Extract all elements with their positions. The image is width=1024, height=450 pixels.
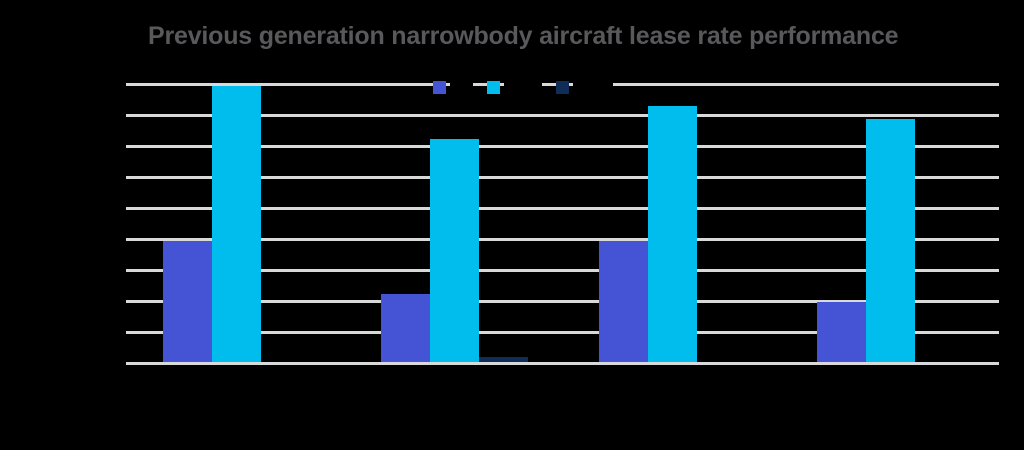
bar-series2-group2 bbox=[430, 138, 479, 362]
legend-label-series-3 bbox=[573, 81, 613, 94]
bar-series1-group2 bbox=[381, 293, 430, 362]
gridline bbox=[126, 114, 999, 117]
legend-label-series-1 bbox=[450, 81, 473, 94]
legend-swatch-series-1 bbox=[433, 81, 446, 94]
chart-title: Previous generation narrowbody aircraft … bbox=[148, 22, 899, 50]
gridline bbox=[126, 238, 999, 241]
legend-item-2 bbox=[487, 81, 542, 94]
bar-series3-group2 bbox=[479, 357, 528, 362]
plot-area bbox=[126, 83, 999, 365]
gridline bbox=[126, 362, 999, 365]
legend-label-series-2 bbox=[504, 81, 542, 94]
gridline bbox=[126, 176, 999, 179]
legend-swatch-series-3 bbox=[556, 81, 569, 94]
bar-series1-group4 bbox=[817, 301, 866, 362]
legend-item-1 bbox=[433, 81, 473, 94]
gridline bbox=[126, 145, 999, 148]
gridline bbox=[126, 269, 999, 272]
bar-series2-group1 bbox=[212, 86, 261, 362]
bar-series1-group1 bbox=[163, 241, 212, 362]
legend-item-3 bbox=[556, 81, 613, 94]
legend bbox=[433, 81, 613, 94]
gridline bbox=[126, 207, 999, 210]
gridline bbox=[126, 300, 999, 303]
bar-series2-group3 bbox=[648, 106, 697, 362]
legend-swatch-series-2 bbox=[487, 81, 500, 94]
bar-series2-group4 bbox=[866, 118, 915, 362]
bar-series1-group3 bbox=[599, 241, 648, 362]
gridline bbox=[126, 331, 999, 334]
